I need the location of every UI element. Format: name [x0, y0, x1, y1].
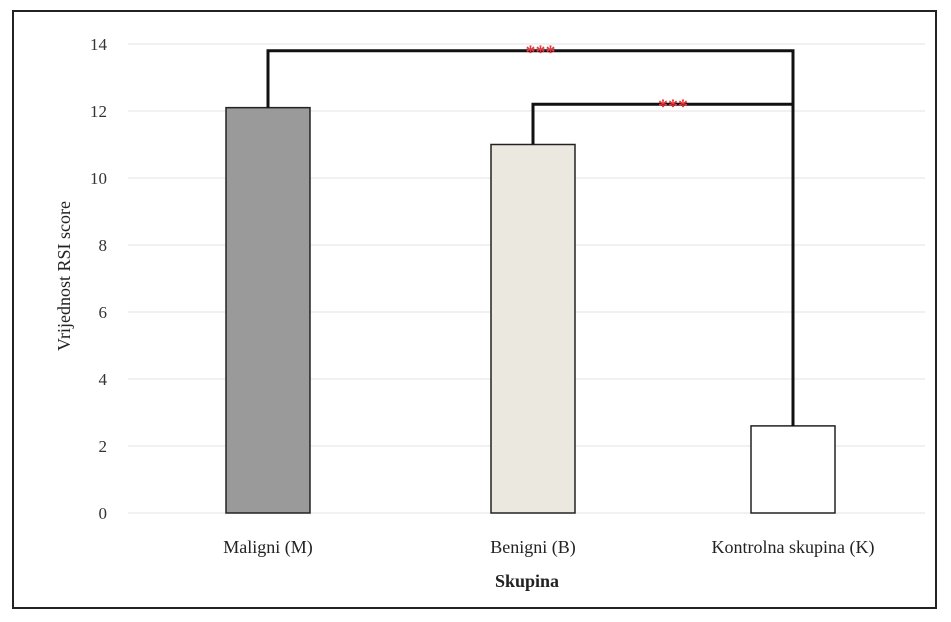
x-category-label: Benigni (B) [490, 537, 576, 558]
significance-label: *** [526, 42, 556, 64]
y-tick-label: 14 [90, 35, 108, 54]
significance-brackets: *** *** [266, 42, 795, 426]
y-axis-ticks: 0 2 4 6 8 10 12 14 [90, 35, 108, 523]
y-tick-label: 0 [99, 504, 108, 523]
bar [490, 143, 576, 514]
y-tick-label: 4 [99, 370, 108, 389]
chart-frame [12, 10, 937, 609]
bar [225, 106, 311, 514]
y-tick-label: 6 [99, 303, 108, 322]
significance-bracket [531, 102, 795, 426]
x-axis-categories: Maligni (M) Benigni (B) Kontrolna skupina … [223, 537, 874, 558]
y-axis-title: Vrijednost RSI score [54, 201, 74, 351]
x-axis-title: Skupina [495, 571, 559, 591]
y-tick-label: 10 [90, 169, 107, 188]
x-category-label: Maligni (M) [223, 537, 313, 558]
significance-label: *** [658, 95, 688, 117]
x-category-label: Kontrolna skupina (K) [712, 537, 875, 558]
y-tick-label: 8 [99, 236, 108, 255]
y-tick-label: 2 [99, 437, 108, 456]
y-tick-label: 12 [90, 102, 107, 121]
bar [750, 425, 836, 514]
